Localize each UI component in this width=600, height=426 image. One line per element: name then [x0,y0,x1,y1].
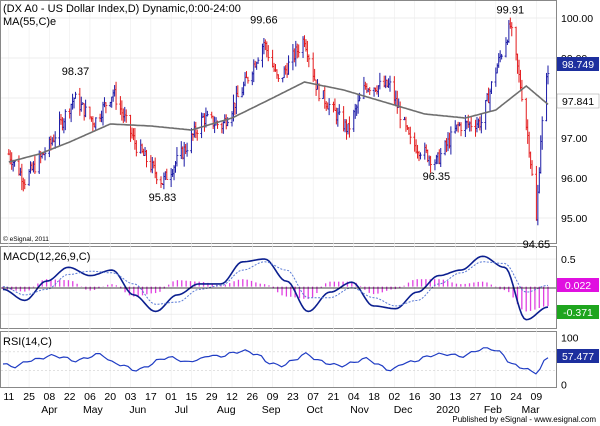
x-day-label: 30 [429,391,441,403]
x-day-label: 23 [287,391,299,403]
x-month-label: Aug [217,404,236,416]
rsi-axis-ticks: 0 100 [561,333,579,392]
x-day-label: 24 [510,391,522,403]
price-tick-label: 95.00 [561,213,587,225]
price-candles [7,17,550,226]
signal-value-box: 0.022 [557,278,599,292]
x-day-label: 01 [165,391,177,403]
x-day-label: 25 [23,391,35,403]
x-axis-month-labels: Apr May Jun Jul Aug Sep Oct Nov Dec 2020 Feb Mar [41,404,540,416]
last-price-box: 98.749 [557,57,599,71]
price-annotation: 95.83 [149,192,177,204]
x-day-label: 20 [104,391,116,403]
x-day-label: 13 [449,391,461,403]
x-day-label: 04 [348,391,360,403]
x-day-label: 08 [44,391,56,403]
x-day-label: 06 [84,391,96,403]
x-month-label: May [83,404,104,416]
x-month-label: Jun [129,404,146,416]
macd-value: -0.371 [563,307,593,319]
x-day-label: 07 [307,391,319,403]
price-annotation: 94.65 [523,239,551,251]
macd-value-box: -0.371 [557,305,599,319]
rsi-value: 57.477 [562,351,594,363]
x-day-label: 09 [531,391,543,403]
rsi-value-box: 57.477 [557,349,599,363]
x-day-label: 17 [145,391,157,403]
x-day-label: 16 [409,391,421,403]
last-price-value: 98.749 [562,59,594,71]
rsi-tick-label: 100 [561,333,579,345]
x-day-label: 11 [3,391,14,403]
price-tick-label: 96.00 [561,173,587,185]
macd-line [2,255,549,321]
rsi-tick-label: 0 [561,380,567,392]
ma-value-box: 97.841 [556,93,600,109]
x-month-label: Mar [522,404,541,416]
x-month-label: 2020 [436,404,460,416]
rsi-panel-frame [0,331,557,388]
macd-tick-label: 0.5 [561,254,576,266]
x-day-label: 03 [125,391,137,403]
price-panel-frame [0,0,557,244]
x-day-label: 26 [246,391,258,403]
x-day-label: 29 [206,391,218,403]
ma-value: 97.841 [562,96,594,108]
x-month-label: Feb [484,404,502,416]
x-day-label: 15 [186,391,198,403]
rsi-label: RSI(14,C) [3,336,52,348]
price-annotation: 98.37 [62,66,90,78]
x-axis-day-labels: 11 25 08 22 06 20 03 17 01 15 29 12 26 09 23 07 21 04 18 02… [3,391,542,403]
signal-value: 0.022 [565,280,591,292]
x-day-label: 02 [389,391,401,403]
x-month-label: Nov [350,404,369,416]
price-annotation: 96.35 [423,171,451,183]
macd-label: MACD(12,26,9,C) [3,251,90,263]
x-month-label: Jul [175,404,188,416]
footer-credit: Published by eSignal - www.esignal.com [452,415,596,424]
x-day-label: 12 [226,391,238,403]
rsi-line [2,347,549,375]
price-annotation: 99.66 [250,15,278,27]
x-month-label: Oct [306,404,322,416]
macd-signal-line [2,261,549,307]
x-month-label: Dec [394,404,413,416]
x-day-label: 18 [368,391,380,403]
macd-panel-frame [0,246,557,329]
ma55-line [8,81,549,163]
x-day-label: 09 [267,391,279,403]
ma-label: MA(55,C)e [3,16,56,28]
price-tick-label: 97.00 [561,133,587,145]
x-month-label: Apr [41,404,58,416]
copyright: © eSignal, 2011 [3,235,49,243]
x-day-label: 10 [490,391,502,403]
price-tick-label: 100.00 [561,13,593,25]
price-title: (DX A0 - US Dollar Index,D) Dynamic,0:00… [3,3,241,15]
x-day-label: 21 [328,391,340,403]
price-annotations: 98.37 95.83 99.66 96.35 99.91 94.65 [62,5,550,251]
x-month-label: Sep [262,404,281,416]
x-day-label: 27 [470,391,482,403]
price-annotation: 99.91 [497,5,525,17]
x-day-label: 22 [64,391,76,403]
